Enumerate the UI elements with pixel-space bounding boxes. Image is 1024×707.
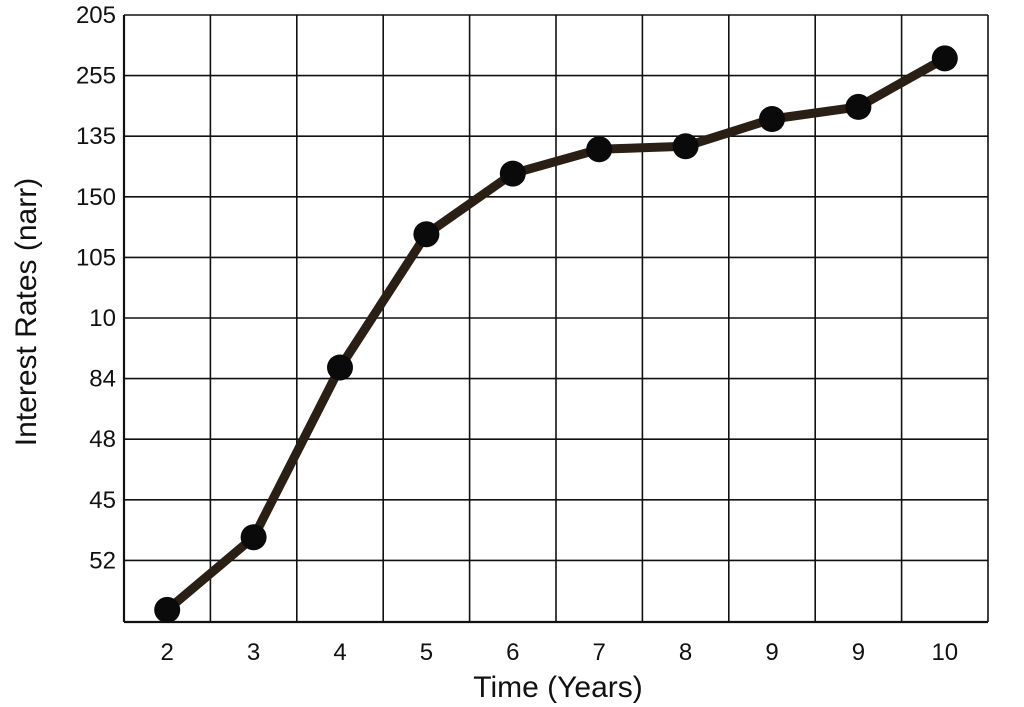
data-point <box>845 93 872 120</box>
series <box>154 45 958 623</box>
x-tick-label: 3 <box>247 639 260 666</box>
data-point <box>931 45 958 72</box>
y-tick-label: 48 <box>89 426 116 453</box>
y-tick-label: 10 <box>89 305 116 332</box>
data-point <box>672 133 699 160</box>
x-tick-label: 7 <box>593 639 606 666</box>
x-tick-label: 4 <box>333 639 346 666</box>
data-point <box>586 136 613 163</box>
x-tick-label: 10 <box>931 639 958 666</box>
y-tick-label: 135 <box>76 123 116 150</box>
data-point <box>413 221 440 248</box>
y-tick-label: 84 <box>89 366 116 393</box>
x-tick-label: 6 <box>506 639 519 666</box>
y-tick-label: 52 <box>89 547 116 574</box>
y-tick-labels: 205 255 135 150 105 10 84 48 45 52 <box>76 2 116 574</box>
data-point <box>240 524 267 551</box>
x-axis-title: Time (Years) <box>473 671 642 704</box>
y-tick-label: 150 <box>76 184 116 211</box>
x-tick-label: 5 <box>420 639 433 666</box>
x-tick-label: 8 <box>679 639 692 666</box>
y-tick-label: 205 <box>76 2 116 29</box>
data-point <box>154 596 181 623</box>
y-axis-title: Interest Rates (narr) <box>10 178 43 446</box>
x-tick-labels: 2 3 4 5 6 7 8 9 9 10 <box>161 639 959 666</box>
y-tick-label: 255 <box>76 63 116 90</box>
grid <box>124 14 989 622</box>
x-tick-label: 9 <box>765 639 778 666</box>
x-tick-label: 9 <box>852 639 865 666</box>
axes <box>122 15 988 624</box>
data-point <box>499 160 526 187</box>
y-tick-label: 45 <box>89 487 116 514</box>
y-tick-label: 105 <box>76 244 116 271</box>
data-point <box>327 354 353 381</box>
data-point <box>759 106 785 132</box>
series-line <box>162 53 950 615</box>
x-tick-label: 2 <box>161 639 174 666</box>
